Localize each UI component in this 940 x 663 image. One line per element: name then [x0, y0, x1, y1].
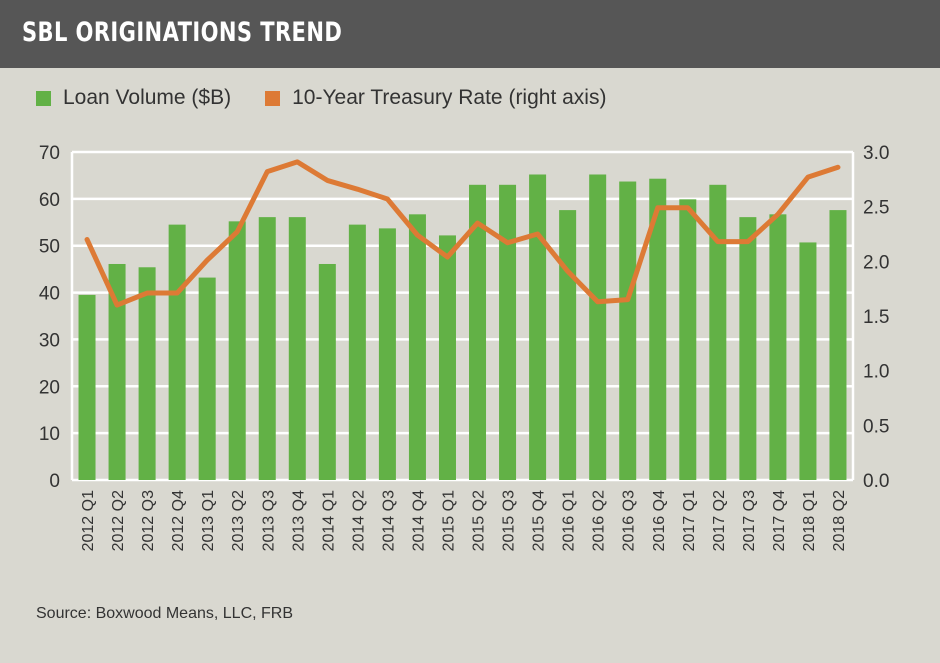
x-tick-label: 2012 Q4 — [170, 490, 187, 551]
bar — [198, 277, 216, 480]
bar — [408, 214, 426, 480]
x-tick-label: 2017 Q3 — [741, 490, 758, 551]
bar — [829, 210, 847, 481]
legend: Loan Volume ($B) 10-Year Treasury Rate (… — [36, 86, 640, 110]
chart-title: SBL ORIGINATIONS TREND — [22, 17, 343, 48]
bar — [529, 174, 547, 480]
bar — [739, 217, 757, 481]
header-bar: SBL ORIGINATIONS TREND — [0, 0, 940, 68]
y-left-tick-label: 20 — [39, 377, 60, 398]
y-left-tick-label: 40 — [39, 284, 60, 305]
bar — [769, 214, 787, 480]
y-right-tick-label: 2.0 — [863, 252, 889, 273]
x-tick-label: 2015 Q4 — [531, 490, 548, 551]
legend-item-loan-volume: Loan Volume ($B) — [36, 86, 231, 110]
bar — [709, 184, 727, 481]
bar — [258, 217, 276, 481]
x-tick-label: 2013 Q4 — [290, 490, 307, 551]
y-left-tick-label: 10 — [39, 424, 60, 445]
bar — [799, 242, 817, 480]
y-left-tick-label: 30 — [39, 330, 60, 351]
bar — [78, 294, 96, 480]
bar — [318, 263, 336, 480]
x-tick-label: 2015 Q1 — [440, 490, 457, 551]
bar — [168, 224, 186, 480]
y-left-tick-label: 0 — [49, 471, 60, 492]
y-left-tick-label: 50 — [39, 237, 60, 258]
legend-item-treasury-rate: 10-Year Treasury Rate (right axis) — [265, 86, 606, 110]
x-tick-label: 2012 Q2 — [110, 490, 127, 551]
y-right-tick-label: 3.0 — [863, 143, 889, 164]
source-note: Source: Boxwood Means, LLC, FRB — [36, 605, 294, 622]
x-tick-label: 2012 Q3 — [140, 490, 157, 551]
x-tick-label: 2017 Q2 — [711, 490, 728, 551]
x-tick-label: 2016 Q4 — [651, 490, 668, 551]
x-tick-label: 2014 Q1 — [320, 490, 337, 551]
bar — [438, 235, 456, 480]
x-tick-label: 2014 Q4 — [410, 490, 427, 551]
legend-swatch-line — [265, 90, 281, 106]
x-tick-label: 2013 Q2 — [230, 490, 247, 551]
y-left-tick-label: 70 — [39, 143, 60, 164]
x-tick-label: 2016 Q2 — [591, 490, 608, 551]
legend-label: 10-Year Treasury Rate (right axis) — [292, 86, 607, 109]
y-right-tick-label: 1.5 — [863, 307, 889, 328]
y-right-tick-label: 0.0 — [863, 471, 889, 492]
bar — [348, 224, 366, 480]
x-tick-label: 2016 Q1 — [561, 490, 578, 551]
bar — [228, 221, 246, 480]
x-tick-label: 2018 Q2 — [831, 490, 848, 551]
y-right-tick-label: 1.0 — [863, 362, 889, 383]
legend-swatch-bar — [36, 90, 51, 106]
x-tick-label: 2018 Q1 — [801, 490, 818, 551]
x-tick-label: 2014 Q3 — [380, 490, 397, 551]
x-tick-label: 2012 Q1 — [80, 490, 97, 551]
treasury-rate-line — [84, 159, 841, 308]
bar — [499, 184, 517, 481]
bar — [378, 228, 396, 480]
bar — [469, 184, 487, 481]
y-left-tick-label: 60 — [39, 190, 60, 211]
x-tick-label: 2013 Q3 — [260, 490, 277, 551]
bar — [679, 199, 697, 480]
bar — [649, 178, 667, 481]
bar — [288, 217, 306, 481]
x-tick-label: 2015 Q3 — [501, 490, 518, 551]
x-tick-label: 2013 Q1 — [200, 490, 217, 551]
y-right-tick-label: 2.5 — [863, 198, 889, 219]
x-tick-label: 2016 Q3 — [621, 490, 638, 551]
bar — [108, 263, 126, 480]
x-tick-label: 2014 Q2 — [350, 490, 367, 551]
legend-label: Loan Volume ($B) — [63, 86, 232, 109]
bar — [138, 267, 156, 480]
bar — [589, 174, 607, 480]
bar — [559, 210, 577, 481]
bar — [619, 181, 637, 480]
x-tick-label: 2017 Q4 — [771, 490, 788, 551]
y-right-tick-label: 0.5 — [863, 416, 889, 437]
x-tick-label: 2017 Q1 — [681, 490, 698, 551]
x-tick-label: 2015 Q2 — [471, 490, 488, 551]
